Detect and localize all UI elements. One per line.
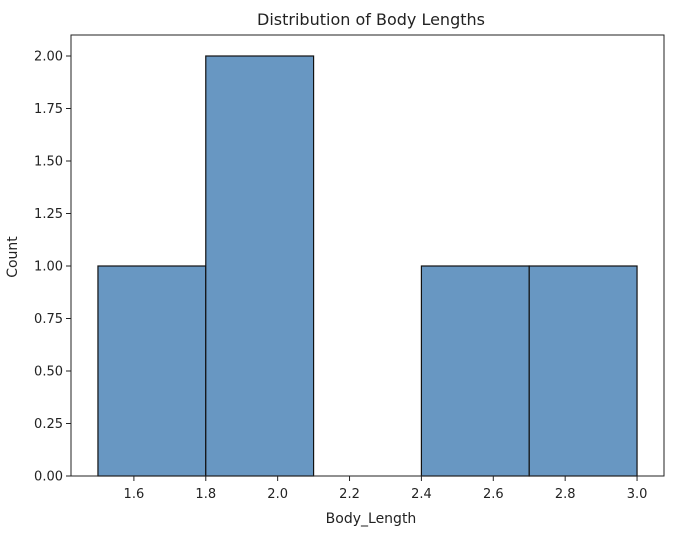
y-tick-label-7: 1.75 bbox=[34, 102, 63, 117]
x-tick-label-1: 1.8 bbox=[195, 487, 216, 502]
y-tick-label-3: 0.75 bbox=[34, 312, 63, 327]
y-tick-label-5: 1.25 bbox=[34, 207, 63, 222]
x-tick-label-2: 2.0 bbox=[267, 487, 288, 502]
chart-title: Distribution of Body Lengths bbox=[257, 10, 485, 29]
y-tick-label-2: 0.50 bbox=[34, 365, 63, 380]
plot-frame bbox=[70, 34, 665, 477]
histogram-bar-0 bbox=[97, 265, 207, 477]
histogram-bar-1 bbox=[205, 55, 315, 477]
x-tick-label-6: 2.8 bbox=[555, 487, 576, 502]
x-axis-ticks: 1.6 1.8 2.0 2.2 2.4 2.6 2.8 3.0 bbox=[124, 476, 648, 502]
y-tick-label-6: 1.50 bbox=[34, 155, 63, 170]
y-tick-label-4: 1.00 bbox=[34, 260, 63, 275]
x-tick-label-4: 2.4 bbox=[411, 487, 432, 502]
y-tick-label-1: 0.25 bbox=[34, 417, 63, 432]
bars-group bbox=[97, 55, 638, 477]
y-tick-label-0: 0.00 bbox=[34, 470, 63, 485]
x-tick-label-3: 2.2 bbox=[339, 487, 360, 502]
x-tick-label-7: 3.0 bbox=[627, 487, 648, 502]
x-tick-label-0: 1.6 bbox=[124, 487, 145, 502]
x-axis-label: Body_Length bbox=[326, 511, 417, 527]
histogram-bar-3 bbox=[420, 265, 530, 477]
histogram-bar-4 bbox=[528, 265, 638, 477]
y-tick-label-8: 2.00 bbox=[34, 50, 63, 65]
y-axis-label: Count bbox=[5, 236, 21, 278]
x-tick-label-5: 2.6 bbox=[483, 487, 504, 502]
y-axis-ticks: 0.00 0.25 0.50 0.75 1.00 1.25 1.50 1.75 2.00 bbox=[34, 50, 71, 485]
